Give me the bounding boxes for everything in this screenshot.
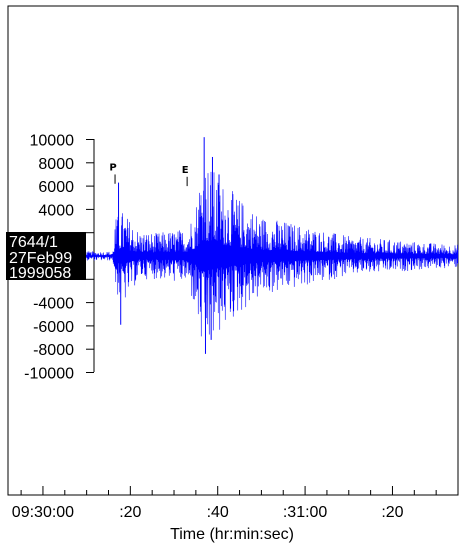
y-tick-label: -6000: [33, 319, 74, 336]
y-tick-label: 4000: [38, 202, 74, 219]
y-tick-label: -8000: [33, 342, 74, 359]
y-tick-label: 6000: [38, 179, 74, 196]
phase-marker-label: P: [109, 162, 116, 173]
y-axis: 10000 8000 6000 4000 -4000 -6000 -8000 -10000: [24, 133, 95, 383]
phase-marker-label: E: [182, 165, 189, 176]
x-axis-label: Time (hr:min:sec): [170, 526, 294, 543]
waveform-trace: [7, 137, 459, 354]
y-tick-label: -4000: [33, 296, 74, 313]
x-tick-label: 09:30:00: [12, 504, 74, 521]
y-tick-label: 10000: [30, 133, 75, 150]
x-axis: 09:30:00 :20 :40 :31:00 :20: [8, 486, 459, 521]
x-tick-label: :40: [207, 504, 229, 521]
station-label-line-3: 1999058: [9, 265, 71, 282]
y-tick-label: -10000: [24, 366, 74, 383]
station-label-block: 7644/1 27Feb99 1999058: [6, 232, 86, 282]
x-tick-label: :20: [381, 504, 403, 521]
station-label-line-2: 27Feb99: [9, 250, 72, 267]
x-tick-label: :31:00: [283, 504, 328, 521]
y-tick-label: 8000: [38, 156, 74, 173]
x-tick-label: :20: [119, 504, 141, 521]
station-label-background: [6, 232, 86, 280]
station-label-line-1: 7644/1: [9, 234, 58, 251]
